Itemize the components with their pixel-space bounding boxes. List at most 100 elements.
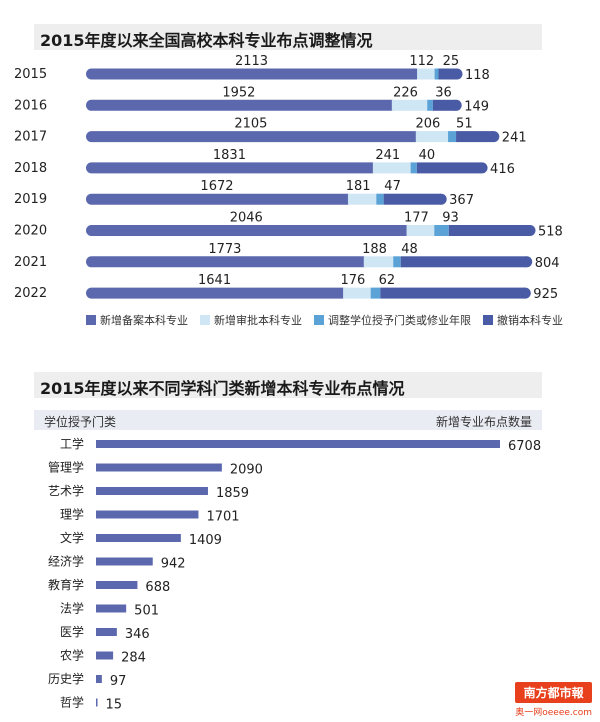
chart1-value-label: 226	[393, 85, 418, 100]
chart2-value-label: 6708	[508, 439, 541, 454]
chart1-value-label: 48	[401, 242, 418, 257]
chart1-bar-end	[450, 99, 462, 111]
chart1-value-label: 1672	[200, 179, 233, 194]
chart1-bar-segment	[363, 256, 394, 268]
chart2-bar	[96, 487, 208, 495]
chart2-bar	[96, 510, 199, 519]
chart1-bar-segment	[86, 68, 423, 80]
chart2-title: 2015年度以来不同学科门类新增本科专业布点情况	[40, 379, 405, 398]
chart2-bar	[96, 651, 114, 660]
chart1-value-label: 1952	[222, 85, 255, 100]
chart2-value-label: 942	[161, 557, 186, 572]
chart2-column-header: 学位授予门类 新增专业布点数量	[34, 410, 542, 430]
chart1-value-label: 40	[419, 148, 436, 163]
legend-item-2: 调整学位授予门类或修业年限	[314, 312, 471, 328]
chart1-bar-segment	[380, 287, 526, 299]
chart2-value-label: 15	[106, 698, 123, 713]
chart1-value-label: 112	[409, 54, 434, 69]
chart1-legend: 新增备案本科专业 新增审批本科专业 调整学位授予门类或修业年限 撤销本科专业	[86, 312, 563, 328]
chart1-bar-end	[488, 131, 500, 143]
chart2-category-label: 艺术学	[48, 483, 84, 498]
chart1-bar-segment	[448, 225, 530, 236]
chart1-value-label: 181	[346, 179, 371, 194]
chart2-bar	[96, 675, 102, 683]
chart1-bar-segment	[86, 162, 379, 174]
chart1-value-label: 188	[362, 242, 387, 257]
chart1-bar-segment	[434, 68, 439, 80]
chart1-year-label: 2019	[14, 192, 47, 207]
chart1-bar-segment	[400, 256, 527, 268]
chart2-category-label: 医学	[60, 624, 84, 639]
chart2-xlabel: 新增专业布点数量	[435, 415, 532, 429]
chart1-value-label: 804	[535, 256, 560, 271]
chart1-year-label: 2022	[14, 286, 47, 301]
chart1-value-label: 241	[375, 148, 400, 163]
chart2-category-label: 哲学	[60, 695, 84, 710]
legend-label-0: 新增备案本科专业	[100, 314, 188, 327]
chart1-bar-segment	[86, 256, 370, 268]
chart2-ylabel: 学位授予门类	[44, 415, 117, 429]
chart1-bar-segment	[343, 287, 371, 299]
legend-swatch-1	[200, 315, 210, 325]
legend-swatch-3	[483, 315, 493, 325]
chart1-value-label: 241	[502, 131, 527, 146]
chart1-year-label: 2021	[14, 255, 47, 270]
chart1-bar-segment	[347, 193, 377, 205]
chart2-value-label: 2090	[230, 463, 263, 478]
chart2-value-label: 688	[145, 580, 170, 595]
chart1-bar-segment	[448, 131, 457, 143]
chart1-bar-end	[451, 68, 463, 80]
chart2-category-label: 法学	[60, 601, 84, 616]
chart1-plot: 2015 2113 112 25 118 2016 1952 226 36 149 2017 2105…	[14, 54, 563, 302]
chart1-bar-segment	[86, 287, 349, 299]
chart1-bar-segment	[86, 99, 398, 111]
chart2-category-label: 历史学	[48, 671, 84, 686]
chart2-bar	[96, 557, 153, 566]
chart1-bar-segment	[432, 99, 457, 111]
chart2-value-label: 1409	[189, 533, 222, 548]
newspaper-logo: 南方都市報 奥一网oeeee.com	[515, 682, 592, 718]
chart1-value-label: 1641	[198, 273, 231, 288]
chart2-category-label: 农学	[60, 648, 84, 663]
chart2-value-label: 1859	[216, 486, 249, 501]
chart2-bar	[96, 698, 98, 707]
chart1-bar-segment	[383, 193, 442, 205]
chart1-value-label: 1773	[208, 242, 241, 257]
chart1-bar-end	[521, 256, 533, 268]
chart1-year-label: 2018	[14, 161, 47, 176]
chart2-value-label: 1701	[206, 510, 239, 525]
chart1-value-label: 2113	[235, 54, 268, 69]
chart1-value-label: 2105	[234, 117, 267, 132]
chart2-category-label: 理学	[60, 507, 84, 522]
chart1-value-label: 416	[490, 162, 515, 177]
chart1-bar-segment	[86, 131, 422, 143]
chart1-bar-segment	[372, 162, 411, 174]
chart1-year-label: 2016	[14, 98, 47, 113]
chart2-category-label: 工学	[60, 436, 84, 451]
chart1-bar-segment	[393, 256, 401, 268]
chart1-value-label: 25	[443, 54, 460, 69]
chart1-year-label: 2015	[14, 67, 47, 82]
chart1-value-label: 206	[416, 117, 441, 132]
chart1-bar-segment	[86, 225, 413, 236]
chart2-value-label: 284	[121, 651, 146, 666]
chart1-bar-end	[519, 287, 531, 299]
chart1-bar-segment	[427, 99, 433, 111]
chart1-value-label: 176	[340, 273, 365, 288]
chart2-category-label: 管理学	[48, 460, 84, 475]
chart1-bar-segment	[417, 68, 435, 80]
chart1-value-label: 47	[384, 179, 401, 194]
legend-label-1: 新增审批本科专业	[214, 314, 302, 327]
chart1-bar-segment	[416, 162, 483, 174]
chart1-bar-segment	[376, 193, 384, 205]
chart1-bar-end	[524, 225, 536, 236]
chart1-value-label: 149	[464, 99, 489, 114]
chart2-value-label: 346	[125, 627, 150, 642]
chart1-value-label: 93	[442, 211, 459, 226]
chart2-value-label: 97	[110, 674, 127, 689]
chart2-category-label: 经济学	[48, 554, 84, 569]
chart1-bar-end	[435, 193, 447, 205]
legend-swatch-2	[314, 315, 324, 325]
chart1-bar-segment	[415, 131, 449, 143]
chart2-category-label: 文学	[60, 530, 84, 545]
